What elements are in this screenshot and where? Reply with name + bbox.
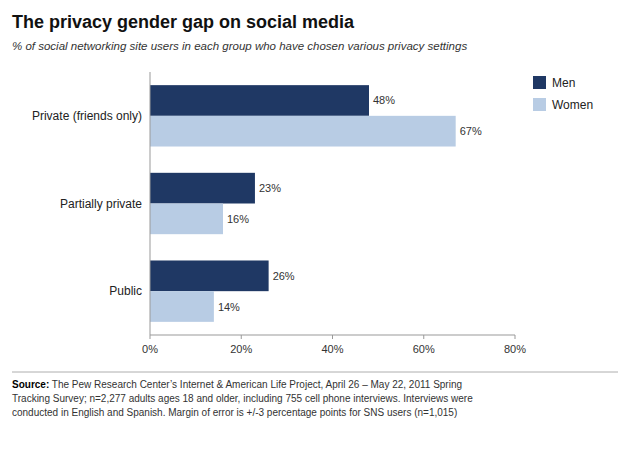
chart: The privacy gender gap on social media % … [0,0,630,458]
x-tick-label: 60% [413,343,435,355]
data-label: 26% [273,270,295,282]
category-label: Private (friends only) [32,109,142,123]
legend-label: Men [552,76,575,90]
x-tick-label: 80% [504,343,526,355]
x-tick [150,335,151,339]
x-tick [423,335,424,339]
bar [150,260,269,291]
legend-swatch [533,76,546,89]
category-label: Partially private [60,197,142,211]
data-label: 67% [460,125,482,137]
bar [150,85,369,116]
source-note: Source: The Pew Research Center’s Intern… [12,379,473,418]
legend-label: Women [552,98,593,112]
x-tick-label: 40% [321,343,343,355]
legend-swatch [533,98,546,111]
bar [150,173,255,204]
x-tick [515,335,516,339]
x-tick [241,335,242,339]
data-label: 48% [373,94,395,106]
legend: Men Women [533,76,593,112]
x-tick-label: 0% [142,343,158,355]
title: The privacy gender gap on social media [12,12,355,32]
bar [150,204,223,235]
x-tick [332,335,333,339]
data-label: 14% [218,301,240,313]
bar [150,116,456,147]
bar [150,291,214,322]
category-label: Public [109,284,142,298]
data-label: 23% [259,182,281,194]
x-tick-label: 20% [230,343,252,355]
y-axis-line [150,72,151,335]
subtitle: % of social networking site users in eac… [12,40,467,52]
data-labels: 26% 14% 23% 16% 48% 67% [218,94,482,312]
source-rule [12,372,618,373]
bars [150,85,456,322]
data-label: 16% [227,213,249,225]
